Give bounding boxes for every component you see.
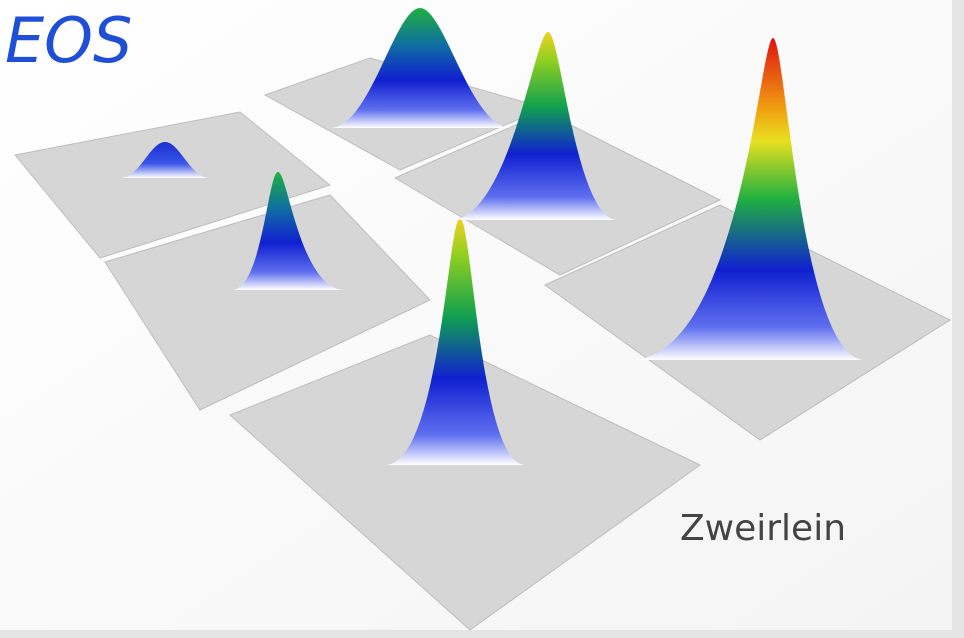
slide-title: EOS — [5, 4, 132, 77]
slide: EOS Zweirlein — [0, 0, 964, 638]
credit: Zweirlein — [680, 508, 846, 549]
